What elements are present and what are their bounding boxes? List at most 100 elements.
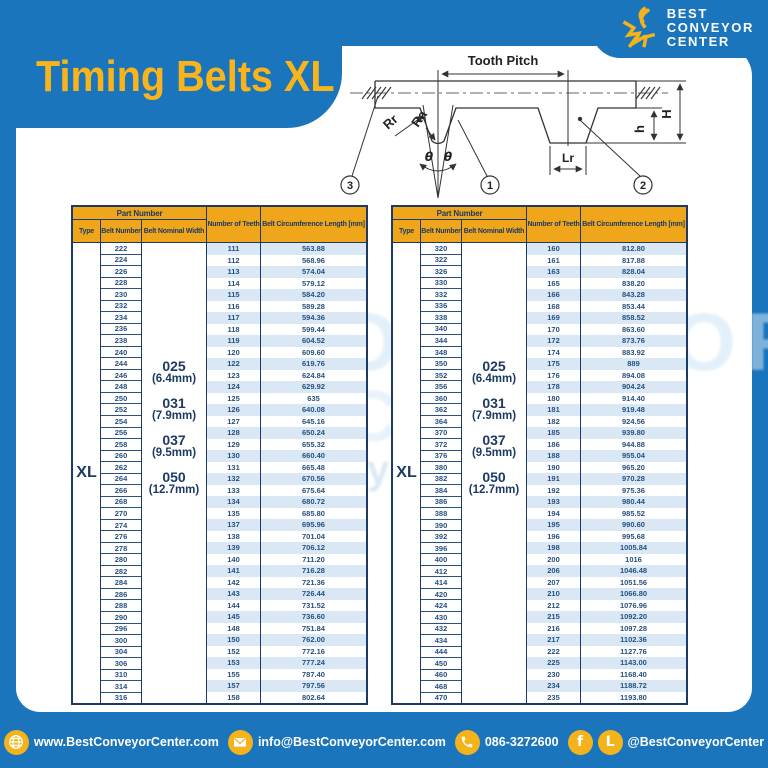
teeth-cell: 206 — [527, 565, 580, 577]
teeth-cell: 198 — [527, 542, 580, 554]
length-cell: 797.56 — [261, 680, 366, 692]
page-title: Timing Belts XL — [36, 52, 335, 101]
teeth-cell: 132 — [207, 473, 260, 485]
belt-number-cell: 270 — [101, 508, 141, 520]
teeth-cell: 113 — [207, 266, 260, 278]
teeth-cell: 114 — [227, 278, 240, 288]
length-cell: 762.00 — [261, 634, 366, 646]
nominal-width-column: 025 (6.4mm) 031 (7.9mm) 037 (9.5mm) 050 (12.… — [142, 243, 207, 703]
teeth-cell: 131 — [227, 462, 240, 472]
teeth-cell: 119 — [207, 335, 260, 347]
footer-phone[interactable]: 086-3272600 — [454, 729, 559, 755]
length-cell: 777.24 — [261, 657, 366, 669]
facebook-icon[interactable]: f — [567, 729, 593, 755]
length-cell: 716.28 — [261, 565, 366, 577]
belt-number-cell: 260 — [101, 450, 141, 463]
belt-number-cell: 336 — [421, 300, 461, 313]
length-cell: 1143.00 — [581, 657, 686, 669]
belt-number-cell: 246 — [101, 369, 141, 382]
teeth-cell: 139 — [207, 542, 260, 554]
teeth-cell: 168 — [547, 301, 560, 311]
belt-number-cell: 424 — [421, 600, 461, 612]
length-cell: 629.92 — [261, 381, 366, 393]
length-cell: 995.68 — [622, 531, 645, 541]
table-body: XL 320 322 326 330 332 336 338 340 344 348 350 352 3… — [393, 243, 686, 704]
belt-number-cell: 392 — [421, 531, 461, 543]
teeth-cell: 170 — [547, 324, 560, 334]
teeth-cell: 141 — [207, 565, 260, 577]
belt-number-cell: 268 — [101, 496, 141, 509]
logo-line-2: CONVEYOR — [666, 20, 754, 35]
width-group: 025 (6.4mm) 031 (7.9mm) 037 (9.5mm) 050 (12.… — [462, 359, 526, 496]
belt-number-cell: 316 — [101, 692, 141, 704]
footer-email[interactable]: info@BestConveyorCenter.com — [227, 729, 446, 755]
length-cell: 944.88 — [622, 439, 645, 449]
company-logo: BEST CONVEYOR CENTER — [618, 5, 754, 51]
length-cell: 965.20 — [622, 462, 645, 472]
length-cell: 1005.84 — [581, 542, 686, 554]
callout-2: 2 — [633, 175, 653, 195]
line-icon[interactable]: L — [597, 729, 623, 755]
belt-number-cell: 240 — [101, 346, 141, 359]
teeth-cell: 137 — [207, 519, 260, 531]
teeth-cell: 158 — [227, 692, 240, 702]
lr-label: Lr — [562, 151, 574, 165]
length-cell: 726.44 — [261, 588, 366, 600]
belt-number-cell: 430 — [421, 612, 461, 624]
callout-3: 3 — [340, 175, 360, 195]
length-cell: 955.04 — [581, 450, 686, 462]
belt-number-cell: 412 — [421, 565, 461, 578]
width-option: 037 (9.5mm) — [471, 432, 517, 459]
width-option: 025 (6.4mm) — [471, 358, 517, 385]
length-cell: 599.44 — [302, 324, 325, 334]
width-option: 031 (7.9mm) — [151, 395, 197, 422]
table-header: Part Number Type Belt Number Belt Nomina… — [73, 207, 366, 243]
belt-number-cell: 300 — [101, 635, 141, 647]
length-cell: 1076.96 — [619, 600, 648, 610]
teeth-cell: 118 — [227, 324, 240, 334]
belt-number-cell: 256 — [101, 427, 141, 440]
belt-number-cell: 296 — [101, 623, 141, 636]
length-cell: 589.28 — [302, 301, 325, 311]
width-option: 050 (12.7mm) — [468, 469, 520, 496]
footer-website[interactable]: www.BestConveyorCenter.com — [3, 729, 219, 755]
type-value: XL — [396, 464, 417, 481]
length-cell: 701.04 — [302, 531, 325, 541]
belt-number-cell: 414 — [421, 577, 461, 589]
teeth-cell: 130 — [207, 450, 260, 462]
length-cell: 980.44 — [581, 496, 686, 508]
belt-number-cell: 470 — [421, 692, 461, 704]
teeth-cell: 135 — [227, 508, 240, 518]
teeth-cell: 138 — [227, 531, 240, 541]
teeth-cell: 120 — [227, 347, 240, 357]
belt-number-cell: 362 — [421, 404, 461, 416]
belt-number-cell: 332 — [421, 289, 461, 301]
header-type: Type — [393, 220, 421, 242]
length-cell: 858.52 — [581, 312, 686, 324]
length-cell: 1016 — [625, 554, 642, 564]
length-cell: 1046.48 — [581, 565, 686, 577]
belt-number-cell: 460 — [421, 669, 461, 682]
length-cell: 624.84 — [302, 370, 325, 380]
teeth-cell: 140 — [227, 554, 240, 564]
length-cell: 889 — [581, 358, 686, 370]
teeth-cell: 181 — [527, 404, 580, 416]
length-column: 812.80 817.88 828.04 838.20 843.28 853.44 858.… — [581, 243, 686, 703]
rr-label: Rr — [380, 111, 401, 132]
belt-number-cell: 264 — [101, 473, 141, 486]
length-cell: 838.20 — [622, 278, 645, 288]
length-cell: 1188.72 — [581, 680, 686, 692]
teeth-cell: 145 — [207, 611, 260, 623]
length-cell: 645.16 — [302, 416, 325, 426]
length-cell: 619.76 — [261, 358, 366, 370]
length-cell: 609.60 — [302, 347, 325, 357]
svg-text:2: 2 — [640, 180, 646, 192]
footer-social[interactable]: f L @BestConveyorCenter — [567, 729, 764, 755]
header-belt-number: Belt Number — [101, 220, 142, 242]
length-cell: 802.64 — [302, 692, 325, 702]
belt-number-cell: 244 — [101, 358, 141, 370]
length-cell: 772.16 — [302, 646, 325, 656]
tooth-pitch-label: Tooth Pitch — [468, 53, 539, 68]
type-column: XL — [73, 243, 101, 703]
